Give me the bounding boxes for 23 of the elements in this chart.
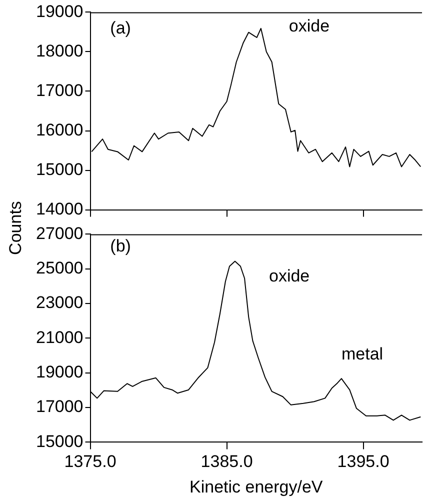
x-tick-label: 1395.0 [337,452,390,472]
y-axis-title: Counts [6,201,26,255]
y-tick-label: 21000 [36,328,84,347]
y-tick-label: 17000 [36,397,84,416]
annotation: oxide [288,16,330,36]
y-tick-label: 16000 [36,120,84,140]
y-tick-label: 19000 [36,2,84,21]
annotation: (b) [110,236,131,256]
x-tick-label: 1385.0 [200,452,253,472]
y-tick-label: 17000 [36,80,84,100]
y-tick-label: 18000 [36,41,84,60]
y-tick-label: 25000 [36,258,84,278]
y-tick-label: 27000 [36,224,84,243]
y-tick-label: 14000 [36,199,84,218]
y-tick-label: 19000 [36,362,84,382]
annotation: metal [342,344,384,364]
y-tick-label: 23000 [36,293,84,312]
x-tick-label: 1375.0 [64,452,116,472]
y-tick-label: 15000 [36,160,84,179]
y-tick-label: 15000 [36,432,84,451]
annotation: oxide [268,266,310,286]
x-axis-title: Kinetic energy/eV [190,477,324,496]
annotation: (a) [110,18,131,38]
